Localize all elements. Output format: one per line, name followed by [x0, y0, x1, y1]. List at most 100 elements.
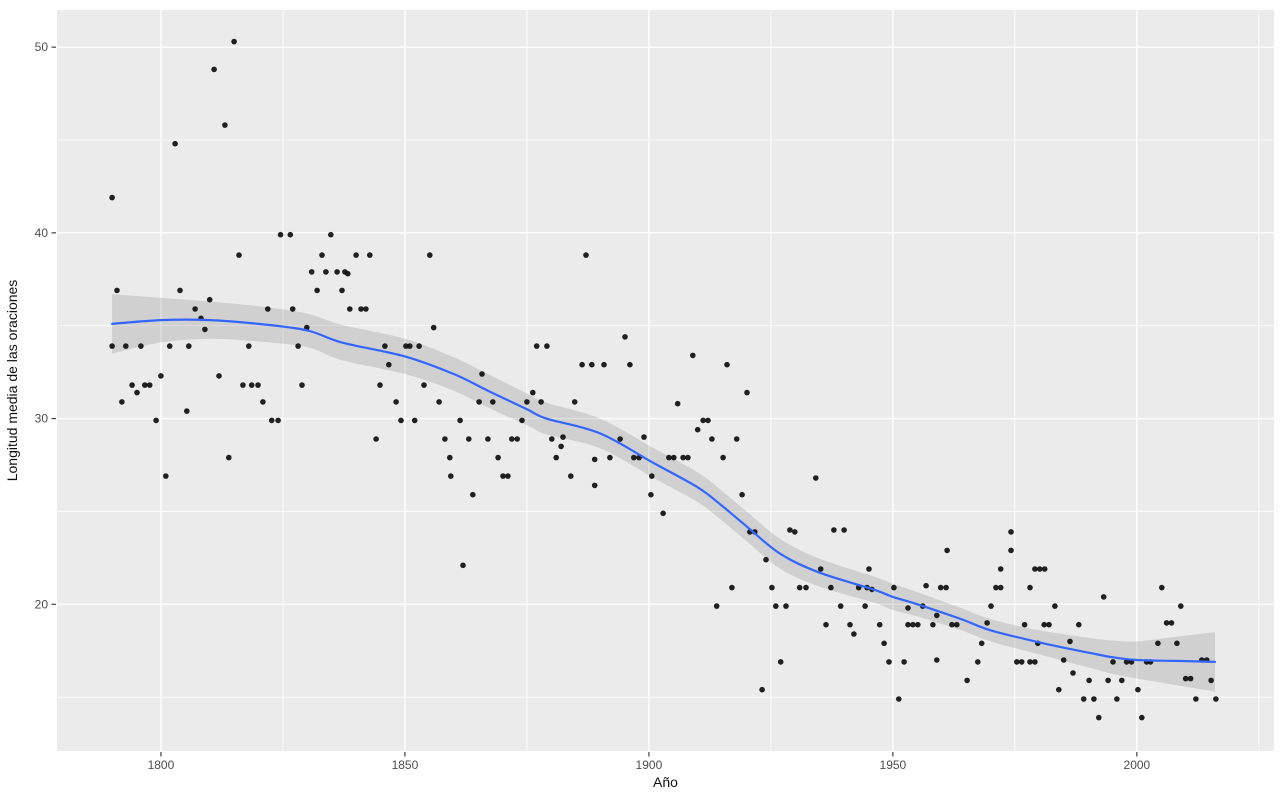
data-point	[1021, 621, 1028, 628]
data-point	[1213, 696, 1219, 702]
data-point	[1027, 659, 1033, 665]
data-point	[382, 343, 388, 349]
data-point	[334, 269, 340, 275]
data-point	[1208, 677, 1214, 684]
data-point	[680, 454, 686, 461]
data-point	[533, 343, 540, 349]
data-point	[328, 231, 334, 238]
data-point	[823, 621, 829, 628]
data-point	[571, 399, 578, 405]
data-point	[206, 296, 213, 303]
data-point	[944, 547, 950, 554]
data-point	[339, 287, 345, 294]
data-point	[1105, 677, 1111, 684]
grid-minor-lines	[57, 10, 1274, 751]
data-point	[1014, 659, 1020, 665]
data-point	[568, 473, 574, 479]
data-point	[485, 436, 491, 442]
data-point	[1187, 675, 1194, 682]
data-point	[813, 475, 819, 481]
data-point	[934, 657, 940, 663]
data-point	[275, 417, 281, 424]
data-point	[345, 270, 351, 277]
data-point	[260, 399, 266, 405]
data-point	[1119, 677, 1125, 684]
data-point	[713, 603, 720, 609]
data-point	[222, 122, 228, 128]
data-point	[1168, 620, 1175, 626]
data-point	[841, 527, 847, 533]
data-point	[881, 640, 887, 647]
data-point	[720, 454, 726, 461]
data-point	[1076, 621, 1082, 628]
data-point	[997, 566, 1004, 572]
y-tick-label: 40	[35, 226, 49, 240]
data-point	[729, 584, 735, 591]
data-point	[129, 382, 135, 388]
data-point	[142, 382, 148, 388]
data-point	[943, 584, 949, 591]
data-point	[851, 631, 857, 637]
data-point	[172, 140, 178, 147]
data-point	[607, 454, 613, 461]
data-point	[777, 659, 784, 665]
data-point	[314, 287, 320, 294]
data-point	[866, 566, 872, 572]
data-point	[1056, 686, 1062, 693]
data-point	[427, 252, 433, 258]
data-point	[988, 603, 994, 609]
data-point	[265, 306, 271, 312]
data-point	[202, 326, 208, 333]
data-point	[1135, 686, 1141, 693]
data-point	[1008, 547, 1014, 554]
data-point	[949, 621, 955, 628]
data-point	[831, 527, 837, 533]
data-point	[299, 382, 305, 388]
data-point	[915, 621, 921, 628]
data-point	[109, 194, 115, 201]
data-point	[837, 603, 844, 609]
data-point	[319, 252, 325, 258]
data-point	[1110, 659, 1116, 665]
data-point	[1027, 584, 1033, 591]
data-point	[407, 343, 413, 349]
y-tick-label: 20	[35, 597, 49, 611]
data-point	[524, 399, 530, 405]
data-point	[709, 436, 715, 442]
data-point	[123, 343, 129, 349]
data-point	[671, 454, 677, 461]
data-point	[457, 417, 463, 424]
data-point	[862, 603, 868, 609]
data-point	[1100, 594, 1107, 600]
data-point	[211, 66, 217, 73]
y-tick-label: 30	[35, 412, 49, 426]
data-point	[544, 343, 550, 349]
data-point	[934, 612, 940, 619]
data-point	[891, 584, 897, 591]
data-point	[277, 231, 284, 238]
data-point	[119, 399, 125, 405]
data-point	[347, 306, 353, 312]
data-point	[1032, 659, 1038, 665]
data-point	[733, 436, 740, 442]
data-point	[705, 417, 711, 424]
data-point	[896, 696, 902, 702]
data-point	[353, 252, 359, 258]
data-point	[993, 584, 999, 591]
data-point	[466, 436, 472, 442]
data-point	[803, 584, 809, 591]
data-point	[1193, 696, 1199, 702]
data-point	[231, 38, 237, 45]
data-point	[287, 231, 294, 238]
data-point	[479, 371, 485, 377]
data-point	[694, 426, 701, 433]
data-point	[622, 334, 628, 340]
data-point	[184, 408, 190, 414]
data-point	[828, 584, 834, 591]
data-point	[240, 382, 246, 388]
data-points	[109, 38, 1219, 721]
data-point	[817, 566, 824, 572]
data-point	[367, 252, 373, 258]
data-point	[560, 434, 566, 440]
data-point	[386, 361, 392, 368]
